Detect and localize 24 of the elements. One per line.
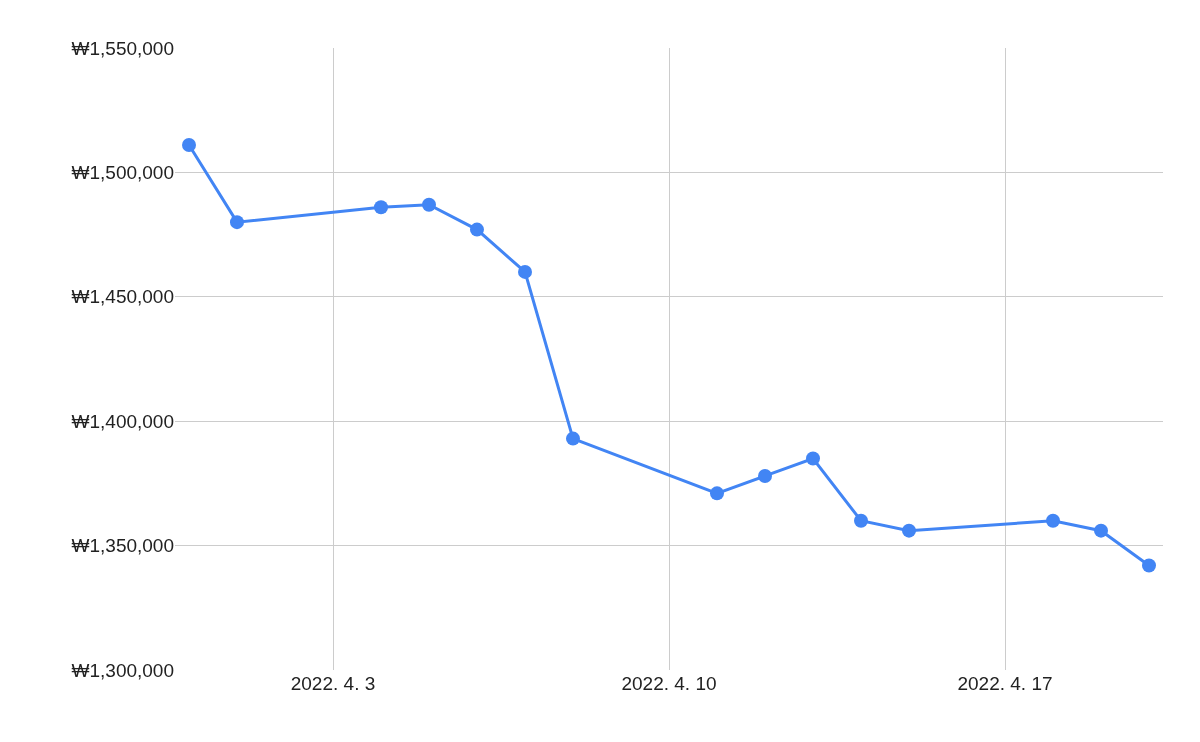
x-tick-label: 2022. 4. 3 <box>290 673 376 694</box>
point <box>710 486 724 501</box>
point <box>230 215 244 230</box>
point <box>1142 558 1156 573</box>
point <box>1046 513 1060 528</box>
point <box>470 222 484 237</box>
point <box>566 431 580 446</box>
point <box>518 264 532 279</box>
x-tick-label: 2022. 4. 10 <box>621 673 717 694</box>
point <box>806 451 820 466</box>
y-tick-label: ₩1,350,000 <box>71 535 174 557</box>
point <box>902 523 916 538</box>
point <box>422 197 436 212</box>
y-tick-label: ₩1,500,000 <box>71 162 174 184</box>
y-tick-label: ₩1,400,000 <box>71 410 174 432</box>
y-tick-label: ₩1,550,000 <box>71 37 174 59</box>
point <box>854 513 868 528</box>
y-tick-label: ₩1,450,000 <box>71 286 174 308</box>
point <box>758 468 772 483</box>
x-tick-label: 2022. 4. 17 <box>957 673 1053 694</box>
point <box>374 200 388 215</box>
point <box>1094 523 1108 538</box>
point <box>182 138 196 153</box>
y-tick-label: ₩1,300,000 <box>71 659 174 681</box>
